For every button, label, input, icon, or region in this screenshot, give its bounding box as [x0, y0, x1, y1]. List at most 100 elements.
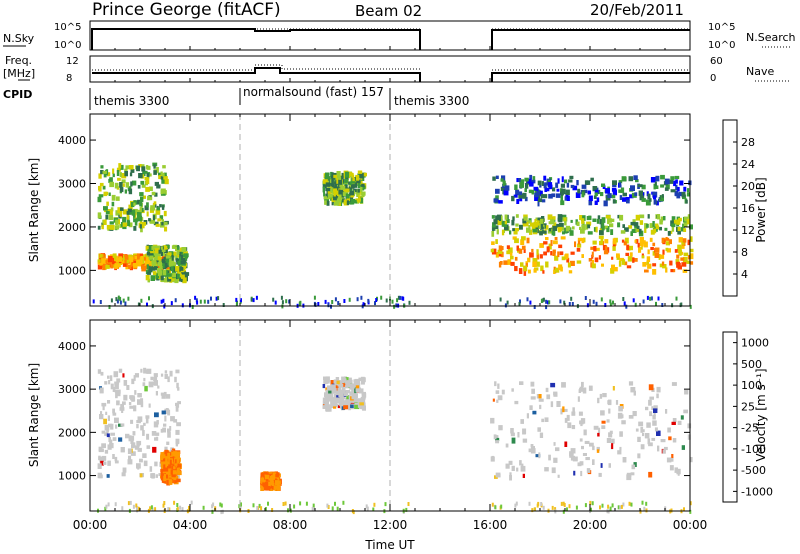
power-echo-cell — [330, 189, 335, 193]
velocity-echo-cell — [325, 394, 329, 401]
power-ground-scatter-cell — [127, 296, 130, 301]
power-echo-cell — [643, 241, 648, 248]
power-echo-cell — [167, 273, 172, 277]
power-echo-cell — [678, 249, 682, 253]
power-echo-cell — [121, 173, 127, 179]
velocity-echo-cell — [118, 423, 123, 427]
velocity-colorbar-tick-label: 25 — [741, 400, 755, 413]
velocity-echo-cell — [136, 424, 139, 429]
velocity-echo-cell — [265, 481, 269, 488]
power-echo-cell — [606, 226, 610, 230]
power-echo-cell — [152, 245, 157, 250]
power-echo-cell — [652, 269, 657, 275]
cpid-label: CPID — [3, 88, 32, 101]
power-echo-cell — [530, 222, 535, 227]
power-echo-cell — [110, 207, 114, 212]
power-echo-cell — [538, 223, 541, 229]
power-echo-cell — [351, 179, 356, 184]
power-echo-cell — [122, 263, 127, 267]
power-echo-cell — [533, 221, 538, 228]
power-echo-cell — [635, 179, 639, 183]
power-echo-cell — [147, 249, 150, 253]
power-echo-cell — [500, 251, 504, 257]
velocity-echo-cell — [177, 387, 180, 391]
power-echo-cell — [540, 193, 543, 199]
velocity-echo-cell — [612, 386, 615, 391]
power-echo-cell — [161, 219, 164, 224]
power-echo-cell — [176, 249, 180, 254]
velocity-echo-cell — [174, 462, 178, 466]
power-echo-cell — [179, 277, 183, 282]
velocity-ground-scatter-cell — [282, 502, 285, 506]
power-echo-cell — [354, 182, 358, 188]
power-echo-cell — [119, 182, 123, 188]
power-echo-cell — [558, 218, 563, 223]
power-echo-cell — [561, 256, 566, 261]
power-echo-cell — [329, 193, 333, 198]
station-title: Prince George (fitACF) — [92, 0, 281, 20]
velocity-echo-cell — [107, 423, 112, 428]
power-echo-cell — [141, 224, 145, 229]
power-echo-cell — [151, 191, 156, 196]
velocity-echo-cell — [165, 394, 171, 399]
power-echo-cell — [547, 214, 553, 220]
velocity-ground-scatter-cell — [641, 500, 644, 505]
velocity-echo-cell — [335, 377, 340, 383]
power-echo-cell — [689, 224, 693, 230]
power-echo-cell — [97, 225, 101, 230]
power-echo-cell — [506, 250, 511, 255]
power-echo-cell — [592, 186, 598, 192]
velocity-echo-cell — [173, 419, 178, 423]
power-echo-cell — [588, 195, 593, 202]
power-echo-cell — [682, 223, 685, 229]
velocity-echo-cell — [164, 415, 167, 422]
power-echo-cell — [544, 187, 548, 192]
power-echo-cell — [523, 249, 526, 253]
power-echo-cell — [513, 194, 518, 198]
power-echo-cell — [660, 184, 665, 188]
velocity-echo-cell — [177, 470, 182, 476]
power-echo-cell — [619, 257, 625, 262]
power-echo-cell — [577, 243, 582, 248]
power-echo-cell — [532, 228, 537, 233]
velocity-ground-scatter-cell — [105, 504, 108, 509]
power-echo-cell — [601, 183, 606, 187]
power-echo-cell — [153, 164, 156, 169]
power-echo-cell — [661, 261, 665, 266]
power-echo-cell — [344, 178, 348, 183]
power-echo-cell — [151, 246, 154, 250]
velocity-echo-cell — [163, 467, 169, 472]
velocity-ground-scatter-cell — [537, 501, 540, 506]
nsearch-label: N.Search — [746, 31, 796, 44]
power-ground-scatter-cell — [92, 299, 95, 304]
velocity-echo-cell — [137, 399, 142, 405]
power-echo-cell — [119, 172, 122, 177]
power-echo-cell — [585, 223, 589, 230]
velocity-echo-cell — [167, 428, 171, 433]
velocity-ground-scatter-cell — [560, 501, 563, 506]
power-echo-cell — [683, 186, 687, 192]
power-echo-cell — [362, 172, 367, 177]
velocity-echo-cell — [637, 436, 641, 442]
velocity-echo-cell — [140, 368, 143, 373]
x-tick-label: 12:00 — [373, 518, 408, 532]
power-echo-cell — [639, 236, 644, 243]
velocity-echo-cell — [672, 418, 677, 423]
velocity-echo-cell — [501, 389, 505, 395]
power-echo-cell — [594, 189, 599, 195]
velocity-echo-cell — [555, 447, 560, 452]
velocity-echo-cell — [133, 405, 137, 412]
power-echo-cell — [646, 256, 651, 263]
power-echo-cell — [626, 244, 630, 251]
power-echo-cell — [590, 246, 595, 250]
velocity-echo-cell — [139, 473, 143, 478]
velocity-echo-cell — [267, 482, 270, 486]
power-echo-cell — [639, 214, 645, 219]
power-echo-cell — [555, 193, 561, 198]
power-echo-cell — [664, 227, 668, 231]
power-echo-cell — [177, 260, 182, 265]
velocity-echo-cell — [494, 381, 497, 387]
power-echo-cell — [562, 231, 565, 235]
power-echo-cell — [152, 271, 157, 275]
velocity-echo-cell — [167, 464, 172, 469]
